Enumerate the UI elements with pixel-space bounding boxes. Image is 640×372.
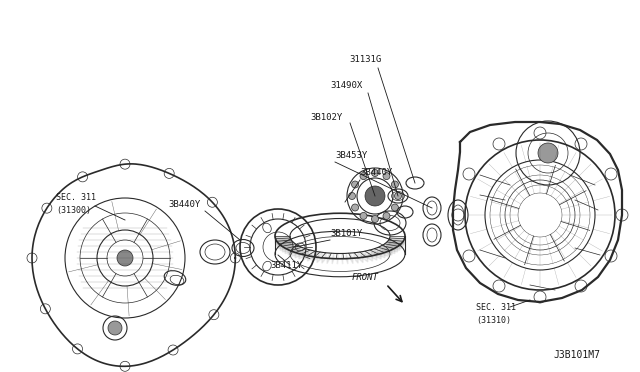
Circle shape <box>360 212 367 219</box>
Circle shape <box>371 170 378 176</box>
Polygon shape <box>354 253 358 263</box>
Circle shape <box>108 321 122 335</box>
Circle shape <box>392 204 399 211</box>
Polygon shape <box>384 244 397 252</box>
Polygon shape <box>332 253 334 264</box>
Circle shape <box>394 192 401 199</box>
Circle shape <box>371 215 378 222</box>
Polygon shape <box>358 252 363 263</box>
Polygon shape <box>327 253 330 264</box>
Polygon shape <box>295 248 305 258</box>
Circle shape <box>117 250 133 266</box>
Polygon shape <box>312 252 319 262</box>
Text: 3B101Y: 3B101Y <box>330 229 362 238</box>
Polygon shape <box>278 241 292 248</box>
Polygon shape <box>277 240 291 247</box>
Text: (31300): (31300) <box>56 206 91 215</box>
Polygon shape <box>378 248 388 256</box>
Polygon shape <box>388 240 403 247</box>
Polygon shape <box>387 241 402 248</box>
Circle shape <box>360 173 367 180</box>
Circle shape <box>349 192 355 199</box>
Text: J3B101M7: J3B101M7 <box>553 350 600 360</box>
Polygon shape <box>303 250 312 260</box>
Polygon shape <box>350 253 353 264</box>
Circle shape <box>351 204 358 211</box>
Polygon shape <box>382 246 395 254</box>
Polygon shape <box>365 251 372 261</box>
Text: SEC. 311: SEC. 311 <box>476 303 516 312</box>
Polygon shape <box>389 239 404 245</box>
Text: FRONT: FRONT <box>352 273 379 282</box>
Polygon shape <box>275 236 290 241</box>
Polygon shape <box>372 250 381 259</box>
Text: (31310): (31310) <box>476 316 511 325</box>
Polygon shape <box>346 253 348 264</box>
Polygon shape <box>307 251 315 261</box>
Text: 3B440Y: 3B440Y <box>360 168 392 177</box>
Text: 3B102Y: 3B102Y <box>310 113 342 122</box>
Polygon shape <box>299 250 308 259</box>
Polygon shape <box>275 237 290 243</box>
Polygon shape <box>374 248 385 258</box>
Circle shape <box>351 181 358 188</box>
Polygon shape <box>390 237 404 243</box>
Text: SEC. 311: SEC. 311 <box>56 193 96 202</box>
Text: 31490X: 31490X <box>330 81 362 90</box>
Circle shape <box>538 143 558 163</box>
Polygon shape <box>380 247 392 255</box>
Polygon shape <box>288 247 300 255</box>
Polygon shape <box>386 243 400 250</box>
Circle shape <box>383 212 390 219</box>
Polygon shape <box>282 244 296 252</box>
Polygon shape <box>322 253 326 263</box>
Text: 3B453Y: 3B453Y <box>335 151 367 160</box>
Text: 31131G: 31131G <box>349 55 381 64</box>
Text: 3B411Y: 3B411Y <box>270 261 302 270</box>
Circle shape <box>365 186 385 206</box>
Circle shape <box>392 181 399 188</box>
Polygon shape <box>362 252 368 262</box>
Polygon shape <box>276 239 291 245</box>
Text: 3B440Y: 3B440Y <box>168 200 200 209</box>
Polygon shape <box>291 248 303 256</box>
Polygon shape <box>285 246 298 254</box>
Polygon shape <box>280 243 294 250</box>
Polygon shape <box>369 250 377 260</box>
Polygon shape <box>317 252 323 263</box>
Circle shape <box>383 173 390 180</box>
